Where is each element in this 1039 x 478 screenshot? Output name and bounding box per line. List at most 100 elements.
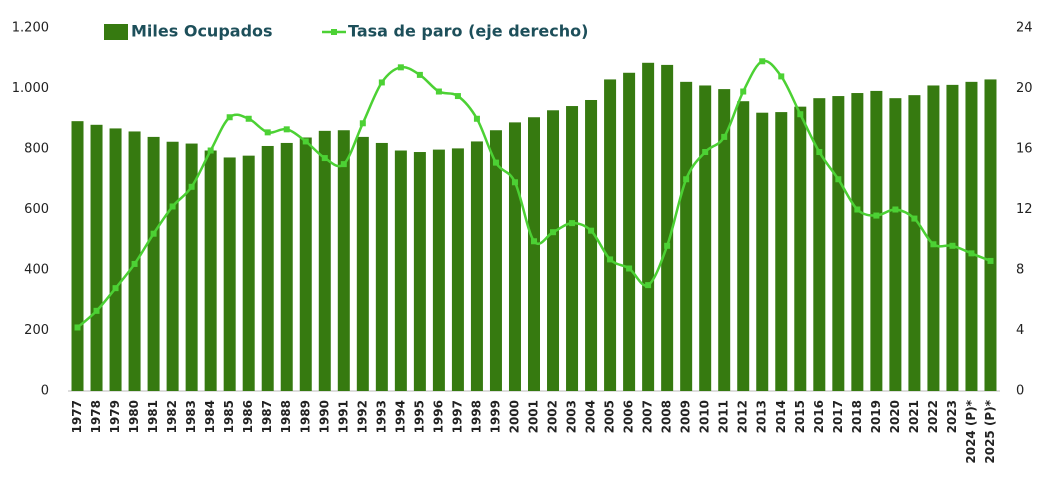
bar <box>166 141 179 391</box>
bar <box>870 90 883 392</box>
bar <box>908 95 921 391</box>
line-marker <box>740 88 747 95</box>
line-marker <box>473 115 480 122</box>
bar <box>242 155 255 391</box>
line-marker <box>492 159 499 166</box>
line-marker <box>340 161 347 168</box>
bar <box>71 121 84 392</box>
x-tick-label: 2002 <box>546 400 560 433</box>
line-marker <box>607 256 614 263</box>
x-tick-label: 1982 <box>165 400 179 433</box>
line-marker <box>854 206 861 213</box>
legend-label: Miles Ocupados <box>131 22 273 41</box>
bar <box>775 112 788 391</box>
x-tick-label: 2012 <box>736 400 750 433</box>
x-tick-label: 2014 <box>774 400 788 433</box>
line-marker <box>511 179 518 186</box>
x-tick-label: 1999 <box>488 400 502 433</box>
bar <box>718 89 731 391</box>
bar <box>737 101 750 391</box>
line-marker <box>207 147 214 154</box>
bar <box>528 117 540 392</box>
line-marker <box>74 324 81 331</box>
line-marker <box>569 220 576 227</box>
line-marker <box>759 58 766 65</box>
line-marker <box>531 238 537 245</box>
line-marker <box>454 93 461 100</box>
x-tick-label: 1992 <box>355 400 369 433</box>
line-marker <box>664 242 671 249</box>
y-tick-label: 600 <box>24 202 49 217</box>
legend-swatch <box>331 29 337 35</box>
line-marker <box>645 282 652 289</box>
x-tick-label: 1983 <box>184 400 198 433</box>
bar <box>508 122 521 391</box>
bar <box>318 130 331 391</box>
x-tick-label: 1979 <box>108 400 122 433</box>
x-tick-label: 1986 <box>241 400 255 433</box>
x-tick-label: 2022 <box>926 400 940 433</box>
x-tick-label: 2013 <box>755 400 769 433</box>
bar <box>547 110 560 391</box>
line-marker <box>188 183 195 190</box>
x-tick-label: 2004 <box>584 400 598 433</box>
x-tick-label: 2019 <box>869 400 883 433</box>
legend-swatch <box>104 24 128 40</box>
bar <box>642 62 655 391</box>
x-tick-label: 2017 <box>831 400 845 433</box>
bar <box>566 106 579 392</box>
y-tick-label: 1.200 <box>12 21 49 36</box>
x-tick-label: 1977 <box>70 400 84 433</box>
x-tick-label: 2006 <box>622 400 636 433</box>
x-tick-label: 1989 <box>298 400 312 433</box>
bar <box>889 98 902 392</box>
bar <box>109 128 122 391</box>
bar <box>394 150 407 391</box>
bar <box>90 124 103 392</box>
x-tick-label: 2020 <box>888 400 902 433</box>
x-tick-label: 2009 <box>679 400 693 433</box>
line-marker <box>150 230 157 237</box>
bar <box>489 130 502 391</box>
x-tick-label: 1996 <box>431 400 445 433</box>
bar <box>623 72 636 392</box>
line-marker <box>550 229 557 236</box>
line-marker <box>283 126 290 133</box>
line-marker <box>245 115 252 122</box>
y2-tick-label: 4 <box>1016 323 1024 338</box>
line-marker <box>873 212 880 219</box>
x-tick-label: 1995 <box>412 400 426 433</box>
y-tick-label: 800 <box>24 142 49 157</box>
x-tick-label: 2021 <box>907 400 921 433</box>
line-marker <box>588 227 595 234</box>
line-marker <box>683 176 690 183</box>
x-tick-label: 2025 (P)* <box>983 399 997 463</box>
line-marker <box>721 133 728 140</box>
x-tick-label: 1985 <box>222 400 236 433</box>
line-marker <box>169 203 176 210</box>
line-marker <box>797 111 804 118</box>
y2-tick-label: 24 <box>1016 21 1033 36</box>
bar <box>299 137 312 391</box>
x-tick-label: 2015 <box>793 400 807 433</box>
bar <box>661 64 674 391</box>
bar <box>813 98 826 392</box>
line-marker <box>93 307 100 314</box>
bar <box>699 85 712 391</box>
bar <box>832 96 845 391</box>
bar <box>965 81 978 391</box>
y2-tick-label: 16 <box>1016 142 1033 157</box>
line-marker <box>264 129 271 136</box>
bar <box>927 85 940 391</box>
y2-tick-label: 12 <box>1016 202 1033 217</box>
line-marker <box>911 215 918 222</box>
y2-tick-label: 0 <box>1016 384 1024 399</box>
x-tick-label: 2007 <box>641 400 655 433</box>
bar <box>185 143 198 391</box>
line-marker <box>987 257 994 264</box>
bar <box>413 152 426 391</box>
line-marker <box>778 73 785 80</box>
x-tick-label: 1997 <box>450 400 464 433</box>
line-marker <box>968 250 975 257</box>
